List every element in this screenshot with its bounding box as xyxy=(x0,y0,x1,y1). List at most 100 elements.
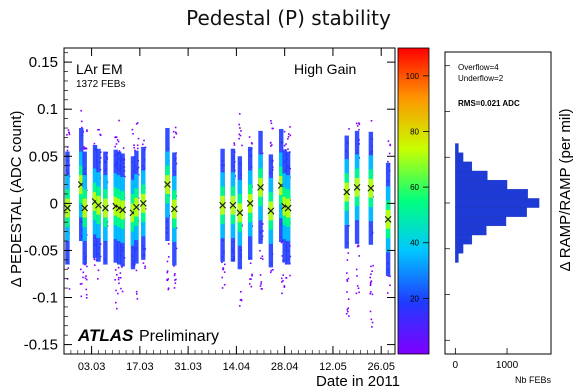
data-point xyxy=(166,271,169,274)
data-point xyxy=(283,144,286,147)
histogram-bar xyxy=(455,152,464,162)
underflow-label: Underflow=2 xyxy=(458,74,504,83)
data-point xyxy=(389,143,392,146)
data-point xyxy=(117,276,120,279)
data-point xyxy=(370,265,372,268)
data-point xyxy=(371,270,373,272)
histogram-bar xyxy=(455,216,507,227)
data-point xyxy=(136,144,139,147)
x-tick-label: 31.03 xyxy=(174,361,202,373)
mean-marker xyxy=(119,206,127,214)
data-point xyxy=(85,278,88,281)
data-point xyxy=(370,273,372,276)
data-point xyxy=(369,292,372,295)
histogram-bar xyxy=(455,207,527,217)
data-point xyxy=(272,268,274,271)
data-point xyxy=(115,273,118,276)
data-point xyxy=(251,274,253,277)
run-column xyxy=(164,128,171,291)
data-point xyxy=(280,241,283,244)
data-point xyxy=(97,269,100,272)
histogram-bar xyxy=(455,143,459,153)
data-point xyxy=(114,279,116,281)
histogram-bar xyxy=(455,253,459,263)
data-point xyxy=(387,160,389,163)
data-point xyxy=(389,144,391,147)
data-point xyxy=(136,298,139,300)
data-point xyxy=(260,283,262,285)
gain-label: High Gain xyxy=(294,61,356,77)
data-point xyxy=(346,259,349,261)
data-point xyxy=(347,307,350,310)
data-point xyxy=(121,266,123,268)
data-point xyxy=(287,148,289,151)
data-point xyxy=(238,137,240,140)
data-point xyxy=(356,275,358,277)
x-tick-label: 28.04 xyxy=(271,361,299,373)
scatter-layer xyxy=(64,109,392,328)
data-point xyxy=(118,282,120,285)
mean-marker xyxy=(367,184,375,192)
data-point xyxy=(289,134,292,137)
data-point xyxy=(175,227,178,229)
colorbar-tick-label: 80 xyxy=(410,127,419,136)
data-point xyxy=(357,287,360,290)
x-tick-label: 26.05 xyxy=(367,361,395,373)
y-tick-label: -0.1 xyxy=(32,290,58,307)
histogram-bar xyxy=(455,225,487,236)
run-column xyxy=(367,119,375,328)
data-point xyxy=(115,301,117,304)
data-point xyxy=(356,125,359,127)
data-point xyxy=(174,282,177,284)
data-point xyxy=(388,152,391,155)
mean-marker xyxy=(353,183,361,191)
data-point xyxy=(358,291,360,294)
data-point xyxy=(166,279,169,282)
data-point xyxy=(166,260,169,263)
data-point xyxy=(93,258,96,260)
data-point xyxy=(281,255,284,257)
data-point xyxy=(358,122,360,124)
data-point xyxy=(260,257,262,260)
run-column xyxy=(133,122,140,300)
data-point xyxy=(115,136,117,138)
data-point xyxy=(98,128,100,131)
data-point xyxy=(131,128,134,131)
data-point xyxy=(355,122,358,125)
run-column xyxy=(81,129,89,299)
x-tick-label: 14.04 xyxy=(223,361,251,373)
data-point xyxy=(66,149,69,152)
data-point xyxy=(347,252,350,254)
data-point xyxy=(144,208,147,210)
data-point xyxy=(387,275,389,277)
run-column xyxy=(64,129,71,290)
data-point xyxy=(240,130,242,132)
data-point xyxy=(80,109,82,112)
data-point xyxy=(117,292,119,295)
data-point xyxy=(119,277,122,279)
data-point xyxy=(115,143,118,145)
data-point xyxy=(120,287,122,290)
data-point xyxy=(222,268,224,271)
mean-marker xyxy=(219,201,226,209)
data-point xyxy=(270,120,272,122)
data-point xyxy=(287,133,290,135)
data-point xyxy=(174,126,177,129)
data-point xyxy=(84,263,86,266)
data-point xyxy=(117,278,120,281)
data-point xyxy=(281,292,283,295)
data-point xyxy=(136,122,139,124)
run-column xyxy=(246,136,254,288)
data-point xyxy=(135,123,138,125)
mean-marker xyxy=(236,209,244,217)
data-point xyxy=(358,128,360,131)
data-point xyxy=(272,127,274,130)
data-point xyxy=(85,288,88,291)
data-point xyxy=(86,130,88,133)
data-point xyxy=(289,126,291,128)
data-point xyxy=(358,123,361,126)
data-point xyxy=(387,140,390,142)
data-point xyxy=(348,128,350,130)
data-point xyxy=(372,264,374,267)
data-point xyxy=(144,267,146,269)
